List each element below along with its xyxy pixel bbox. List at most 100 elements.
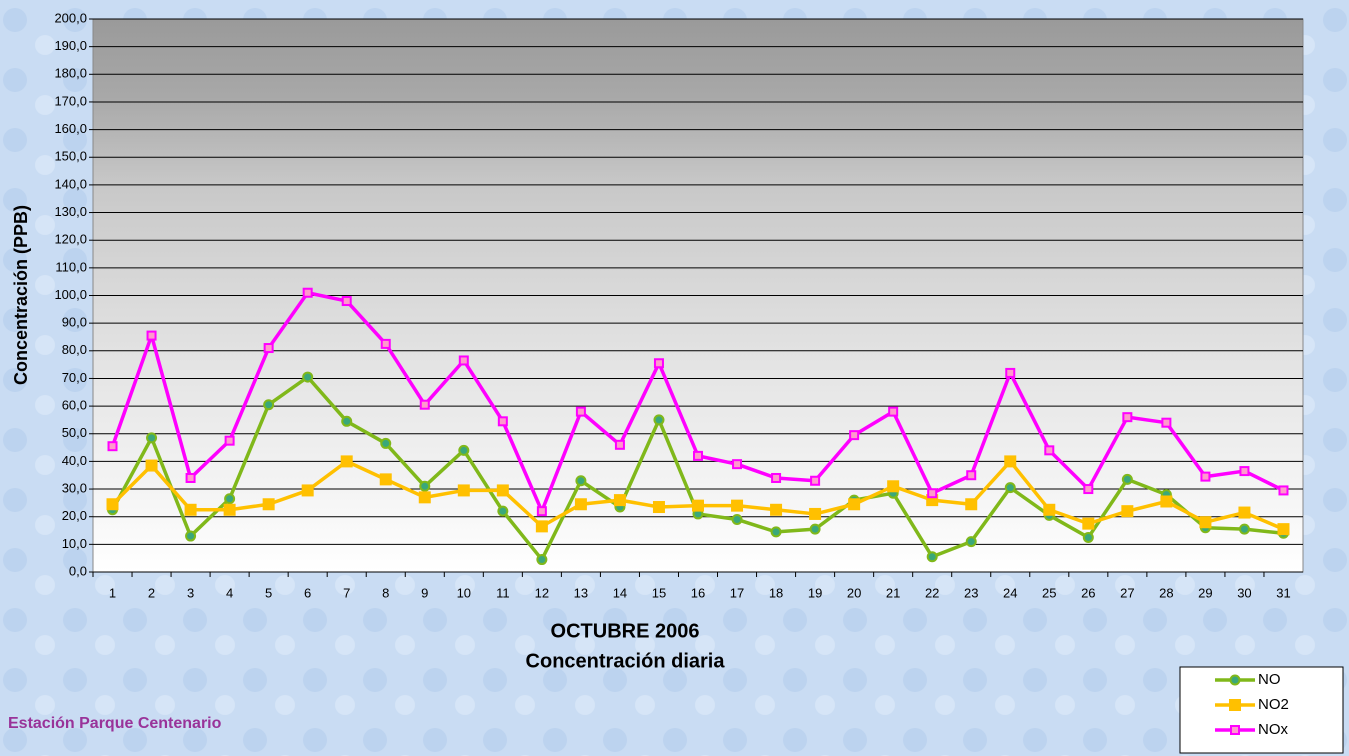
subtitle: Concentración diaria: [526, 650, 726, 672]
marker: [1084, 533, 1093, 542]
x-tick-label: 23: [964, 585, 978, 600]
marker: [499, 417, 507, 425]
marker: [575, 498, 587, 510]
marker: [654, 415, 663, 424]
marker: [770, 504, 782, 516]
x-tick-label: 11: [496, 585, 510, 600]
x-tick-label: 20: [847, 585, 861, 600]
marker: [265, 344, 273, 352]
x-tick-label: 28: [1159, 585, 1173, 600]
marker: [537, 555, 546, 564]
marker: [264, 400, 273, 409]
y-tick-label: 200,0: [54, 10, 87, 25]
marker: [1043, 504, 1055, 516]
marker: [772, 527, 781, 536]
marker: [538, 507, 546, 515]
marker: [1199, 516, 1211, 528]
y-tick-label: 140,0: [54, 176, 87, 191]
x-tick-label: 6: [304, 585, 311, 600]
x-tick-label: 27: [1120, 585, 1134, 600]
y-tick-label: 130,0: [54, 204, 87, 219]
marker: [302, 484, 314, 496]
marker: [147, 433, 156, 442]
marker: [380, 473, 392, 485]
marker: [420, 482, 429, 491]
y-tick-label: 170,0: [54, 93, 87, 108]
marker: [1279, 486, 1287, 494]
y-axis-title: Concentración (PPB): [11, 205, 31, 385]
marker: [498, 507, 507, 516]
marker: [497, 484, 509, 496]
marker: [186, 532, 195, 541]
marker: [109, 442, 117, 450]
x-tick-label: 14: [613, 585, 627, 600]
marker: [1082, 518, 1094, 530]
marker: [343, 297, 351, 305]
legend-marker: [1229, 699, 1241, 711]
y-tick-label: 30,0: [62, 480, 87, 495]
marker: [148, 332, 156, 340]
marker: [458, 484, 470, 496]
marker: [263, 498, 275, 510]
x-tick-label: 8: [382, 585, 389, 600]
x-tick-label: 19: [808, 585, 822, 600]
x-tick-label: 2: [148, 585, 155, 600]
y-tick-label: 70,0: [62, 370, 87, 385]
marker: [1240, 525, 1249, 534]
marker: [460, 356, 468, 364]
marker: [341, 455, 353, 467]
marker: [811, 477, 819, 485]
marker: [1277, 523, 1289, 535]
marker: [185, 504, 197, 516]
marker: [928, 489, 936, 497]
marker: [887, 480, 899, 492]
legend-marker: [1231, 676, 1240, 685]
marker: [809, 508, 821, 520]
x-tick-label: 22: [925, 585, 939, 600]
marker: [226, 437, 234, 445]
x-tick-label: 29: [1198, 585, 1212, 600]
marker: [1045, 446, 1053, 454]
marker: [965, 498, 977, 510]
x-tick-label: 9: [421, 585, 428, 600]
marker: [1121, 505, 1133, 517]
marker: [1123, 413, 1131, 421]
y-tick-label: 60,0: [62, 398, 87, 413]
marker: [655, 359, 663, 367]
y-tick-label: 80,0: [62, 342, 87, 357]
y-tick-label: 150,0: [54, 149, 87, 164]
x-tick-label: 7: [343, 585, 350, 600]
marker: [577, 408, 585, 416]
marker: [342, 417, 351, 426]
x-tick-label: 5: [265, 585, 272, 600]
y-tick-label: 190,0: [54, 38, 87, 53]
marker: [692, 500, 704, 512]
x-tick-label: 3: [187, 585, 194, 600]
x-tick-label: 1: [109, 585, 116, 600]
legend-label: NOx: [1258, 721, 1289, 738]
marker: [614, 494, 626, 506]
marker: [225, 494, 234, 503]
marker: [459, 446, 468, 455]
marker: [1238, 507, 1250, 519]
marker: [928, 552, 937, 561]
marker: [694, 452, 702, 460]
y-tick-label: 90,0: [62, 315, 87, 330]
legend-marker: [1231, 726, 1239, 734]
y-tick-label: 180,0: [54, 66, 87, 81]
chart: Concentración (PPB) OCTUBRE 2006 Concent…: [0, 0, 1349, 756]
marker: [1160, 495, 1172, 507]
x-tick-label: 16: [691, 585, 705, 600]
x-tick-label: 26: [1081, 585, 1095, 600]
marker: [1006, 369, 1014, 377]
y-tick-label: 10,0: [62, 536, 87, 551]
marker: [731, 500, 743, 512]
y-tick-label: 20,0: [62, 508, 87, 523]
marker: [733, 515, 742, 524]
y-tick-label: 160,0: [54, 121, 87, 136]
x-tick-label: 18: [769, 585, 783, 600]
marker: [107, 498, 119, 510]
marker: [187, 474, 195, 482]
marker: [381, 439, 390, 448]
marker: [536, 520, 548, 532]
